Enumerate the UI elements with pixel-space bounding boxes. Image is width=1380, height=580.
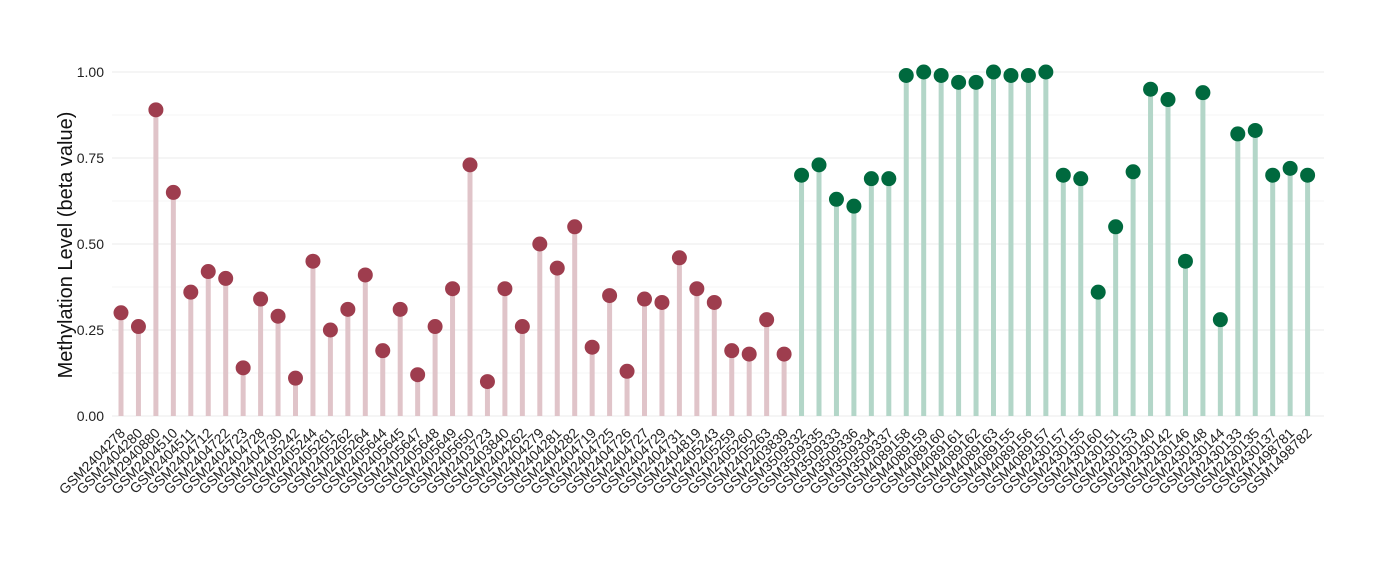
- lollipop-point: [253, 291, 269, 307]
- lollipop-point: [654, 294, 670, 310]
- y-axis-ticks: 0.00 0.25 0.50 0.75 1.00: [77, 64, 104, 424]
- lollipop-point: [165, 184, 181, 200]
- lollipop-point: [148, 102, 164, 118]
- lollipop-point: [1090, 284, 1106, 300]
- lollipop-point: [288, 370, 303, 386]
- lollipop-point: [462, 157, 478, 173]
- lollipop-point: [532, 236, 548, 252]
- lollipop-point: [846, 198, 862, 214]
- lollipop-point: [584, 339, 600, 355]
- lollipop-point: [602, 288, 618, 304]
- lollipop-point: [759, 312, 775, 328]
- lollipop-point: [1020, 67, 1036, 83]
- lollipop-point: [113, 305, 129, 321]
- lollipop-point: [305, 253, 321, 269]
- lollipop-point: [1247, 122, 1263, 138]
- lollipop-point: [881, 171, 897, 187]
- lollipop-point: [1195, 85, 1211, 101]
- lollipop-point: [1003, 67, 1019, 83]
- lollipop-point: [1160, 92, 1176, 108]
- y-tick-label: 0.25: [77, 322, 104, 338]
- lollipop-point: [183, 284, 199, 300]
- lollipop-point: [392, 301, 408, 317]
- lollipop-point: [427, 319, 443, 335]
- y-tick-label: 0.00: [77, 408, 104, 424]
- lollipop-point: [567, 219, 583, 235]
- lollipop-point: [1108, 219, 1124, 235]
- lollipop-point: [916, 64, 932, 80]
- lollipop-point: [671, 250, 687, 266]
- lollipop-point: [218, 270, 234, 286]
- lollipop-point: [375, 343, 391, 359]
- lollipop-point: [933, 67, 949, 83]
- lollipop-point: [706, 294, 722, 310]
- lollipop-point: [637, 291, 652, 307]
- lollipop-point: [724, 343, 740, 359]
- lollipop-point: [619, 363, 635, 379]
- lollipop-point: [200, 264, 216, 280]
- lollipop-point: [1055, 167, 1071, 183]
- lollipop-point: [1038, 64, 1054, 80]
- lollipop-point: [235, 360, 251, 376]
- lollipop-point: [863, 171, 879, 187]
- lollipop-point: [549, 260, 565, 276]
- lollipop-point: [828, 191, 844, 207]
- lollipop-point: [968, 74, 984, 90]
- lollipop-point: [1265, 167, 1281, 183]
- y-tick-label: 1.00: [77, 64, 104, 80]
- lollipop-point: [1282, 160, 1298, 176]
- lollipop-point: [130, 319, 146, 335]
- lollipop-point: [445, 281, 461, 297]
- lollipop-dots: [113, 64, 1316, 390]
- lollipop-point: [410, 367, 426, 383]
- lollipop-point: [811, 157, 827, 173]
- lollipop-point: [741, 346, 757, 362]
- y-tick-label: 0.75: [77, 150, 104, 166]
- lollipop-point: [497, 281, 513, 297]
- lollipop-point: [794, 167, 810, 183]
- lollipop-point: [1300, 167, 1316, 183]
- lollipop-point: [322, 322, 338, 338]
- lollipop-point: [340, 301, 356, 317]
- lollipop-point: [357, 267, 373, 283]
- lollipop-point: [514, 319, 530, 335]
- y-axis-title: Methylation Level (beta value): [55, 112, 77, 379]
- lollipop-point: [1230, 126, 1246, 142]
- lollipop-point: [951, 74, 967, 90]
- lollipop-point: [898, 67, 914, 83]
- lollipop-point: [1125, 164, 1141, 180]
- lollipop-point: [1212, 312, 1228, 328]
- grid-lines: [112, 71, 1324, 417]
- lollipop-point: [1073, 171, 1089, 187]
- lollipop-point: [986, 64, 1001, 80]
- lollipop-point: [270, 308, 286, 324]
- lollipop-point: [1143, 81, 1159, 97]
- lollipop-point: [689, 281, 705, 297]
- lollipop-point: [776, 346, 792, 362]
- y-tick-label: 0.50: [77, 236, 104, 252]
- x-axis-labels: GSM2404278GSM2404280GSM2940880GSM2404510…: [56, 425, 1315, 498]
- lollipop-point: [479, 374, 495, 390]
- lollipop-point: [1177, 253, 1193, 269]
